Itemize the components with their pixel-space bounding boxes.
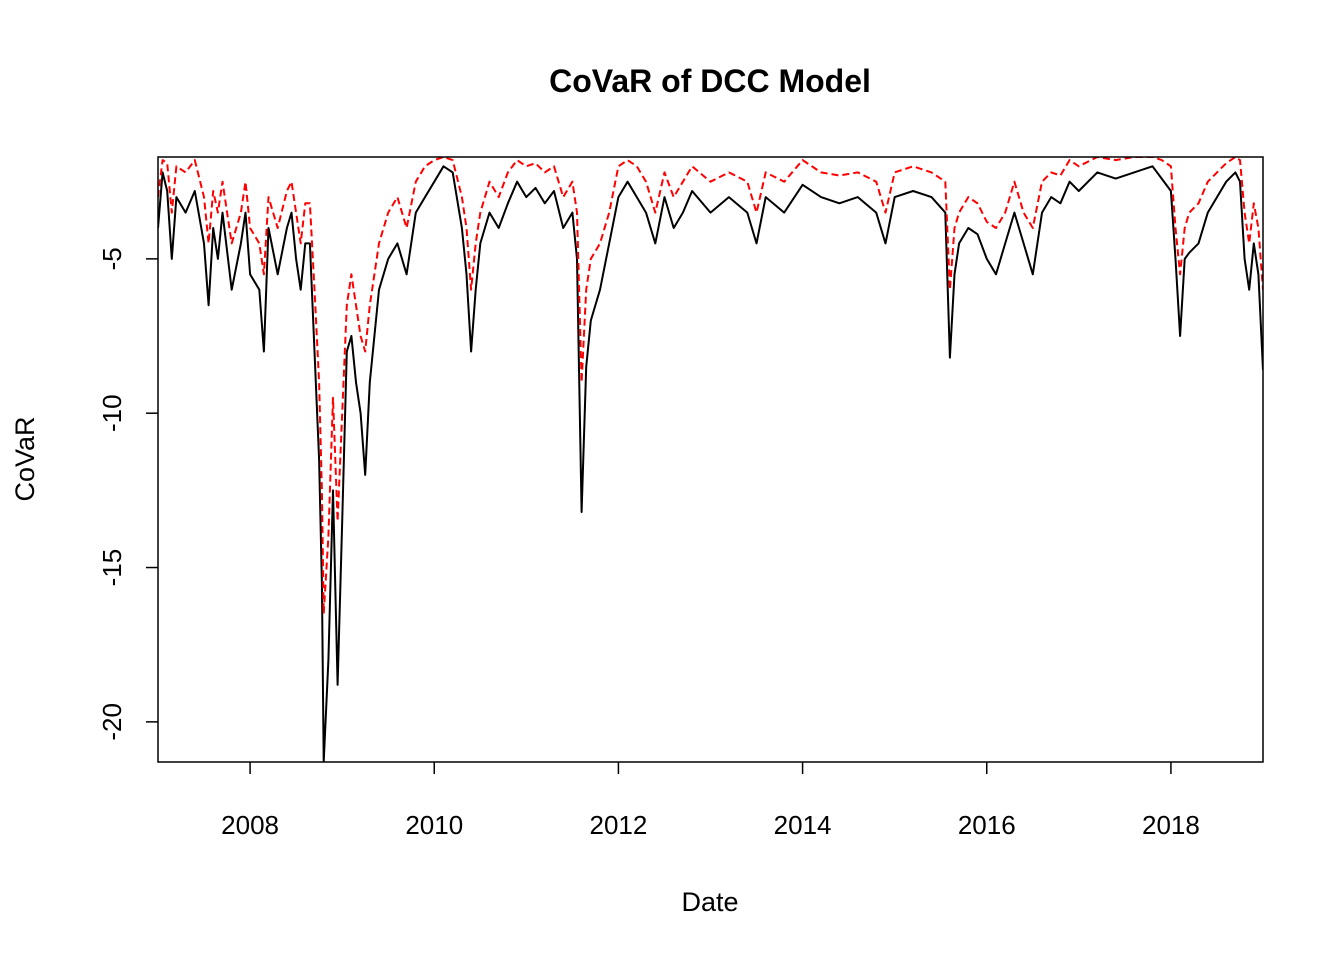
chart-title: CoVaR of DCC Model <box>549 63 871 99</box>
series-line-2 <box>158 157 1263 615</box>
y-tick-label: -15 <box>97 549 127 587</box>
plot-frame <box>157 156 1264 763</box>
y-tick-label: -20 <box>97 703 127 741</box>
x-tick-label: 2018 <box>1142 810 1200 840</box>
x-axis: 2008 2010 2012 2014 2016 2018 <box>221 762 1200 840</box>
y-axis-label: CoVaR <box>10 416 40 501</box>
y-axis: -20 -15 -10 -5 <box>97 247 158 741</box>
x-tick-label: 2012 <box>589 810 647 840</box>
y-tick-label: -10 <box>97 394 127 432</box>
series-line-1 <box>158 165 1263 762</box>
series-layer <box>158 157 1263 762</box>
x-tick-label: 2008 <box>221 810 279 840</box>
x-tick-label: 2016 <box>958 810 1016 840</box>
x-tick-label: 2014 <box>774 810 832 840</box>
y-tick-label: -5 <box>97 247 127 270</box>
x-axis-label: Date <box>681 887 738 917</box>
x-tick-label: 2010 <box>405 810 463 840</box>
